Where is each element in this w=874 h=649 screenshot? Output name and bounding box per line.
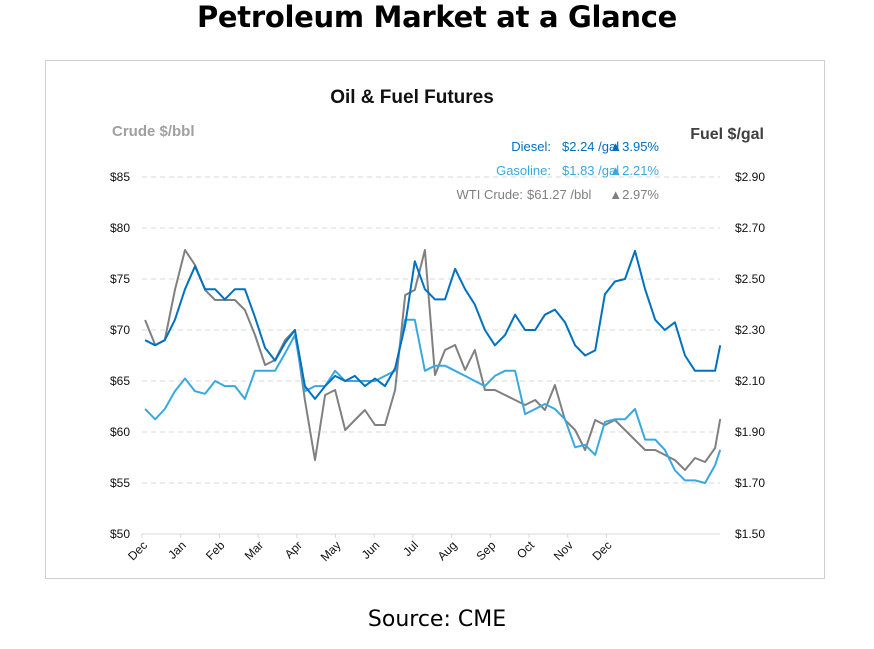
legend: Diesel: $2.24 /gal ▲3.95% Gasoline: $1.8… bbox=[457, 139, 660, 202]
left-tick-label: $80 bbox=[110, 221, 130, 235]
legend-crude-price: $61.27 /bbl bbox=[527, 187, 591, 202]
left-tick-label: $55 bbox=[110, 476, 130, 490]
x-tick-label: Nov bbox=[551, 538, 576, 563]
x-tick-label: Sep bbox=[473, 538, 498, 563]
left-tick-label: $70 bbox=[110, 323, 130, 337]
x-tick-label: Jun bbox=[359, 538, 383, 562]
legend-crude-change: ▲2.97% bbox=[609, 187, 659, 202]
legend-crude-label: WTI Crude: bbox=[457, 187, 523, 202]
legend-diesel-label: Diesel: bbox=[511, 139, 551, 154]
right-axis-label: Fuel $/gal bbox=[690, 126, 764, 143]
legend-diesel-price: $2.24 /gal bbox=[562, 139, 619, 154]
right-tick-label: $2.10 bbox=[735, 374, 765, 388]
series-line-wti-crude bbox=[144, 249, 722, 471]
x-tick-label: Jul bbox=[400, 538, 421, 559]
left-axis-label: Crude $/bbl bbox=[112, 123, 195, 140]
series-line-gasoline bbox=[144, 318, 722, 484]
right-tick-label: $1.90 bbox=[735, 425, 765, 439]
legend-diesel-change: ▲3.95% bbox=[609, 139, 659, 154]
x-tick-label: Jan bbox=[165, 538, 189, 562]
left-tick-label: $85 bbox=[110, 170, 130, 184]
right-tick-label: $2.90 bbox=[735, 170, 765, 184]
chart-frame bbox=[45, 60, 825, 579]
page-title: Petroleum Market at a Glance bbox=[196, 0, 678, 34]
right-tick-label: $1.50 bbox=[735, 527, 765, 541]
x-tick-label: Dec bbox=[590, 538, 615, 563]
right-tick-label: $2.30 bbox=[735, 323, 765, 337]
right-tick-label: $1.70 bbox=[735, 476, 765, 490]
right-tick-label: $2.70 bbox=[735, 221, 765, 235]
x-tick-label: Apr bbox=[282, 538, 305, 561]
legend-gasoline-price: $1.83 /gal bbox=[562, 163, 619, 178]
legend-gasoline-label: Gasoline: bbox=[496, 163, 551, 178]
left-tick-label: $75 bbox=[110, 272, 130, 286]
left-tick-label: $65 bbox=[110, 374, 130, 388]
x-tick-label: Dec bbox=[125, 538, 150, 563]
chart-title: Oil & Fuel Futures bbox=[330, 87, 494, 108]
x-tick-label: Feb bbox=[203, 538, 228, 563]
legend-gasoline-change: ▲2.21% bbox=[609, 163, 659, 178]
series-line-diesel bbox=[144, 249, 722, 400]
x-tick-label: Aug bbox=[435, 538, 460, 563]
x-tick-label: Oct bbox=[514, 538, 538, 562]
source-note: Source: CME bbox=[367, 607, 507, 632]
right-tick-label: $2.50 bbox=[735, 272, 765, 286]
x-tick-label: May bbox=[318, 538, 344, 564]
x-tick-label: Mar bbox=[242, 538, 267, 563]
left-tick-label: $50 bbox=[110, 527, 130, 541]
left-tick-label: $60 bbox=[110, 425, 130, 439]
